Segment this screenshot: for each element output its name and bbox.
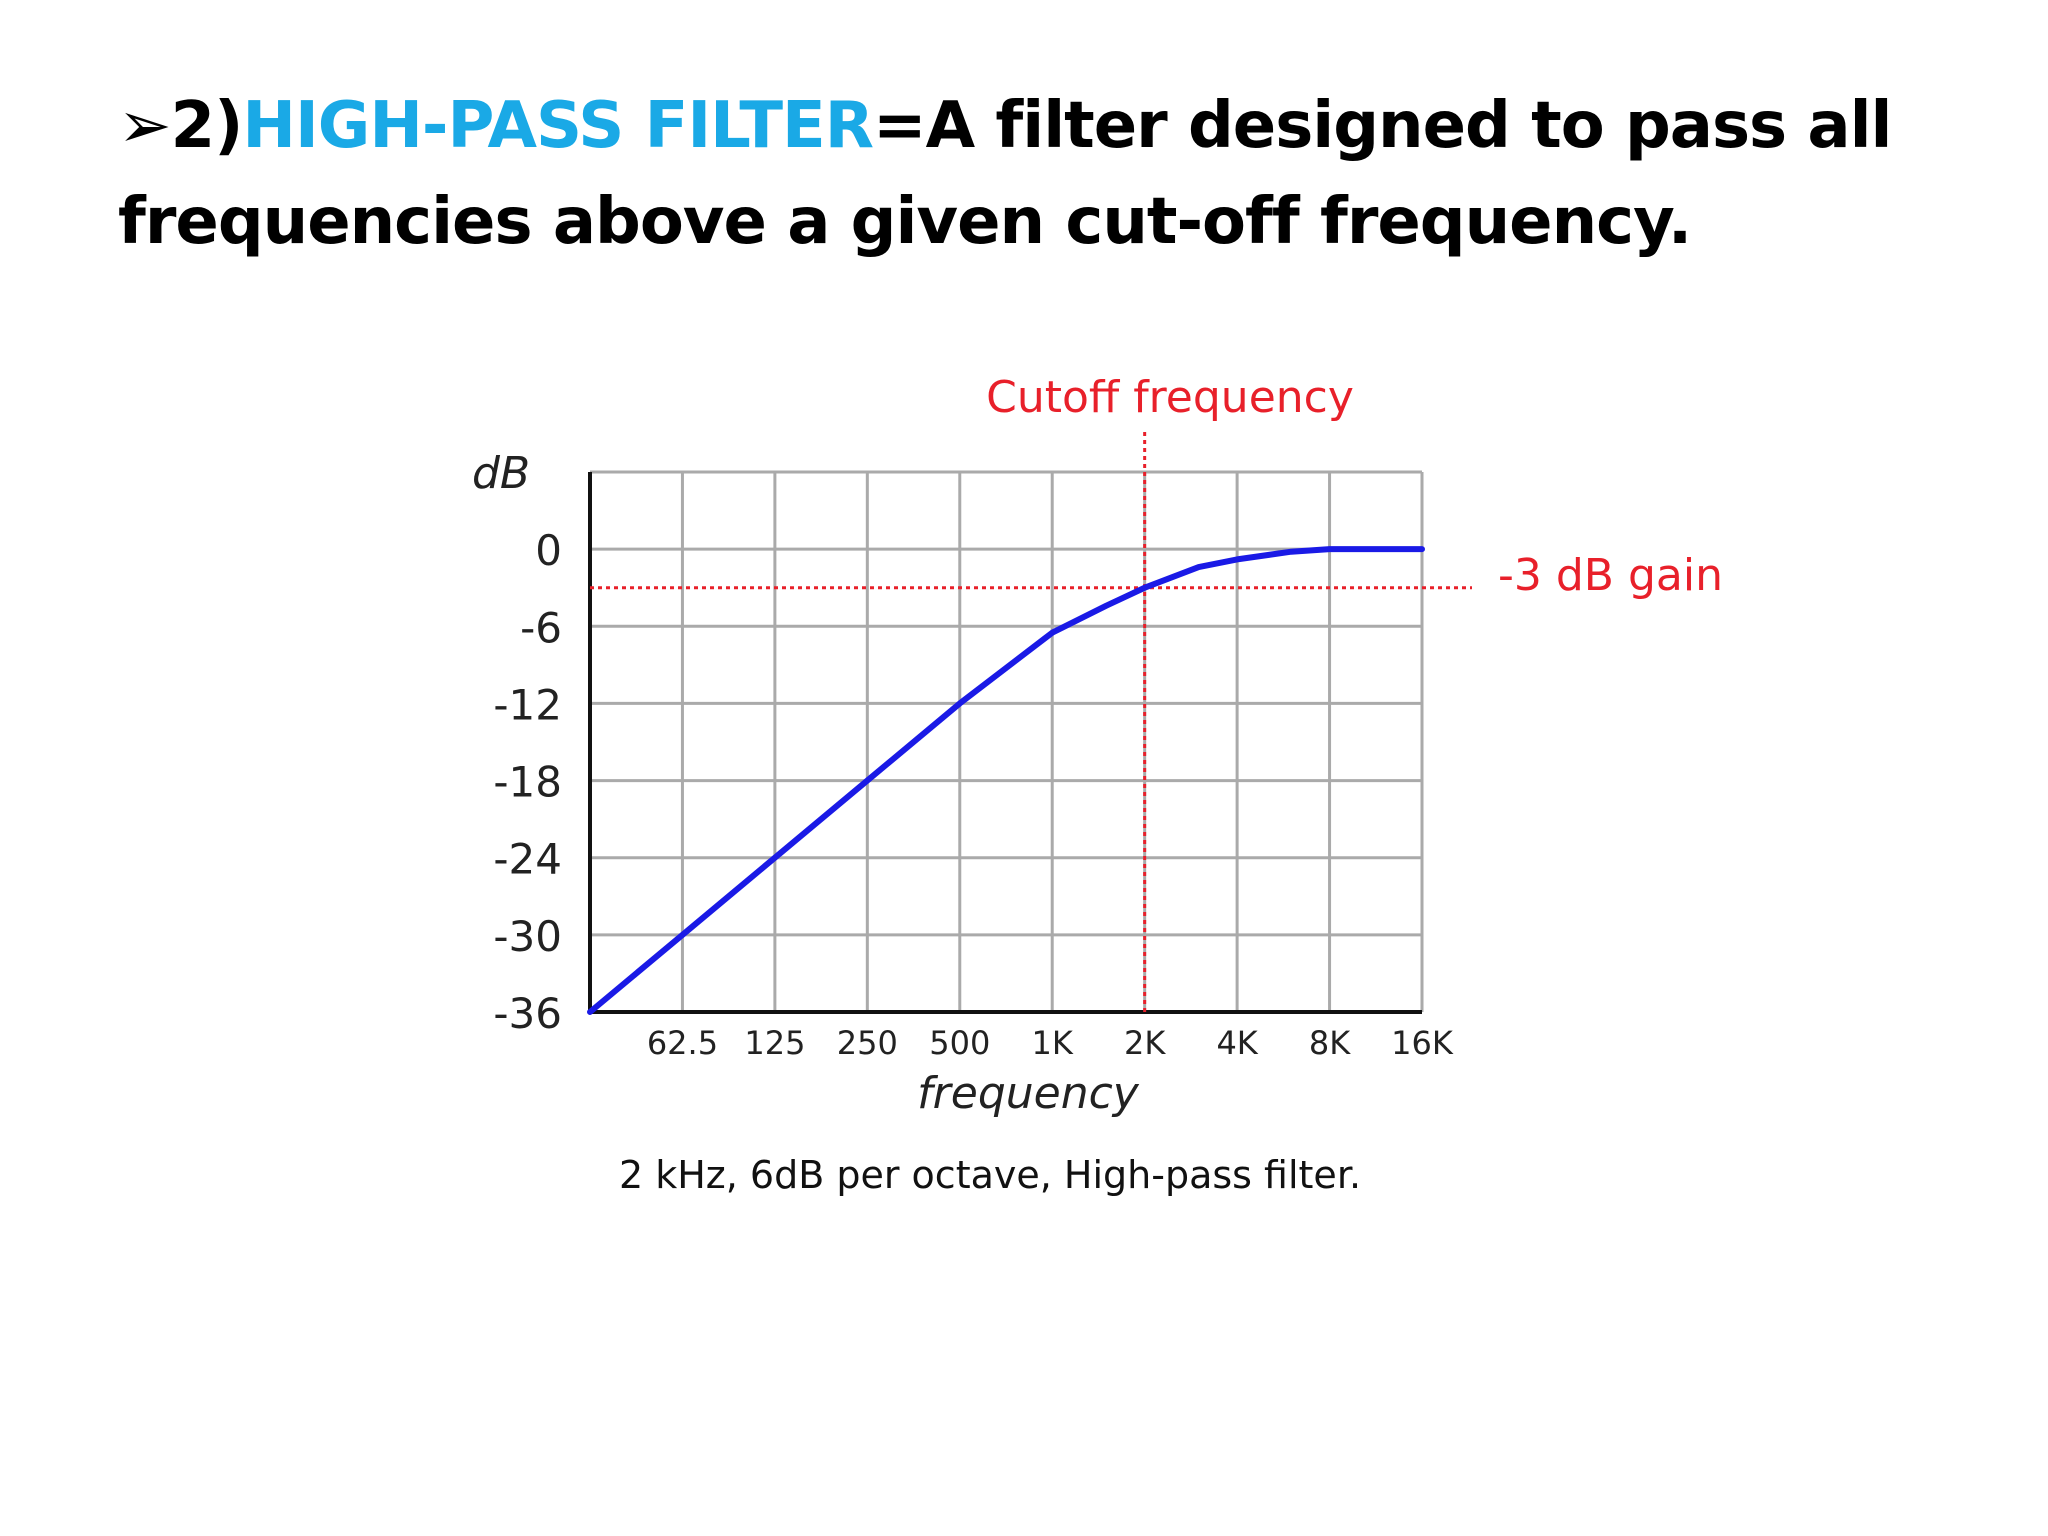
- x-tick-label: 62.5: [647, 1024, 718, 1062]
- definition-line-1: =A filter designed to pass all: [872, 89, 1892, 163]
- y-tick-label: -18: [493, 758, 562, 807]
- gain-label: -3 dB gain: [1498, 550, 1723, 601]
- y-tick-label: 0: [535, 526, 562, 575]
- x-axis-label: frequency: [917, 1068, 1140, 1119]
- chart-axes: [588, 432, 1472, 1014]
- x-tick-label: 250: [837, 1024, 898, 1062]
- x-tick-label: 4K: [1216, 1024, 1258, 1062]
- x-tick-label: 8K: [1309, 1024, 1351, 1062]
- chart-labels: dB frequency Cutoff frequency -3 dB gain…: [472, 372, 1723, 1197]
- y-axis-label: dB: [472, 448, 530, 499]
- x-tick-label: 500: [929, 1024, 990, 1062]
- y-tick-label: -6: [520, 603, 562, 652]
- x-tick-label: 16K: [1391, 1024, 1454, 1062]
- item-number: 2): [170, 89, 244, 163]
- y-tick-label: -36: [493, 989, 562, 1038]
- y-tick-label: -30: [493, 912, 562, 961]
- y-tick-label: -24: [493, 835, 562, 884]
- slide-heading: ➢2)HIGH-PASS FILTER=A filter designed to…: [118, 78, 1978, 270]
- bullet-arrow-icon: ➢: [118, 89, 172, 163]
- definition-line-2: frequencies above a given cut-off freque…: [118, 185, 1692, 259]
- response-curve: [587, 546, 1425, 1015]
- x-tick-label: 125: [744, 1024, 805, 1062]
- chart-caption: 2 kHz, 6dB per octave, High-pass filter.: [619, 1153, 1361, 1197]
- y-tick-label: -12: [493, 680, 562, 729]
- x-tick-label: 2K: [1124, 1024, 1166, 1062]
- x-tick-label: 1K: [1032, 1024, 1074, 1062]
- chart-series: [587, 546, 1425, 1015]
- highlighted-term: HIGH-PASS FILTER: [242, 89, 874, 163]
- cutoff-frequency-label: Cutoff frequency: [986, 372, 1354, 423]
